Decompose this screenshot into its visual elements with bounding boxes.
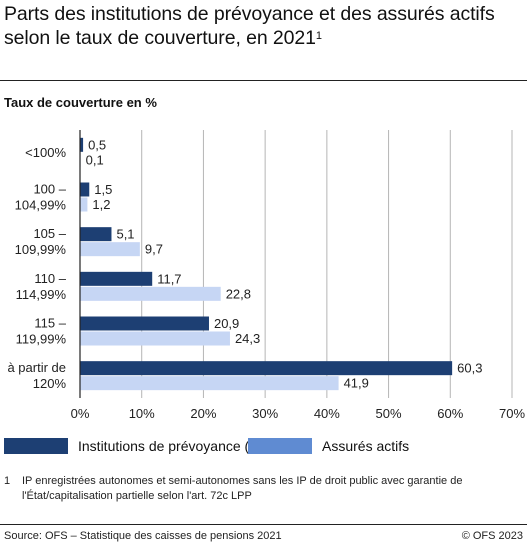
x-tick-label: 20% xyxy=(190,406,216,421)
category-label: 119,99% xyxy=(16,332,67,347)
category-label: 104,99% xyxy=(15,198,67,213)
bar-assures xyxy=(80,331,230,346)
category-label: à partir de xyxy=(7,360,66,375)
x-tick-label: 70% xyxy=(499,406,525,421)
data-label: 0,5 xyxy=(88,137,106,152)
bar-assures xyxy=(80,286,221,301)
footnote-text: IP enregistrées autonomes et semi-autono… xyxy=(22,475,463,502)
category-label: 114,99% xyxy=(16,287,67,302)
category-label: 109,99% xyxy=(15,242,67,257)
footnote-mark: 1 xyxy=(4,475,11,487)
category-label: 115 – xyxy=(34,316,66,331)
x-tick-label: 60% xyxy=(437,406,463,421)
bar-ip xyxy=(80,227,112,242)
category-label: 105 – xyxy=(33,226,66,241)
data-label: 5,1 xyxy=(116,227,134,242)
legend-item-assures: Assurés actifs xyxy=(248,436,409,456)
legend-label-assures: Assurés actifs xyxy=(322,438,410,454)
data-label: 20,9 xyxy=(214,316,239,331)
bar-assures xyxy=(80,376,339,391)
copyright-text: © OFS 2023 xyxy=(461,530,523,542)
bar-ip xyxy=(80,137,84,152)
legend-swatch-assures xyxy=(248,438,312,454)
data-label: 1,5 xyxy=(94,182,112,197)
x-tick-label: 10% xyxy=(129,406,155,421)
data-label: 0,1 xyxy=(86,152,104,167)
x-tick-label: 30% xyxy=(252,406,278,421)
category-label: <100% xyxy=(25,145,66,160)
x-tick-label: 40% xyxy=(314,406,340,421)
data-label: 22,8 xyxy=(226,286,251,301)
category-label: 110 – xyxy=(34,271,66,286)
category-label: 100 – xyxy=(33,182,66,197)
data-label: 60,3 xyxy=(457,361,482,376)
legend-swatch-ip xyxy=(4,438,68,454)
category-label: 120% xyxy=(33,376,67,391)
data-label: 1,2 xyxy=(92,197,110,212)
bar-ip xyxy=(80,271,153,286)
legend-label-ip: Institutions de prévoyance (IP) xyxy=(78,438,268,454)
x-tick-label: 0% xyxy=(71,406,90,421)
legend-item-ip: Institutions de prévoyance (IP) xyxy=(4,436,267,456)
bar-ip xyxy=(80,361,453,376)
title-divider xyxy=(0,80,527,81)
bar-assures xyxy=(80,197,88,212)
bar-chart: 0% 10% 20% 30% 40% 50% 60% 70% 0,50,1 <100% 1,51,2… xyxy=(7,130,525,421)
bar-ip xyxy=(80,316,209,331)
bar-ip xyxy=(80,182,90,197)
chart-title: Parts des institutions de prévoyance et … xyxy=(4,3,495,49)
x-tick-label: 50% xyxy=(376,406,402,421)
data-label: 11,7 xyxy=(157,271,181,286)
footer-divider xyxy=(0,524,527,525)
source-text: Source: OFS – Statistique des caisses de… xyxy=(4,530,282,542)
data-label: 41,9 xyxy=(344,376,369,391)
title-footnote-mark: 1 xyxy=(315,30,322,42)
data-label: 9,7 xyxy=(145,242,163,257)
bar-assures xyxy=(80,242,140,257)
chart-subtitle: Taux de couverture en % xyxy=(4,95,157,110)
data-label: 24,3 xyxy=(235,331,260,346)
